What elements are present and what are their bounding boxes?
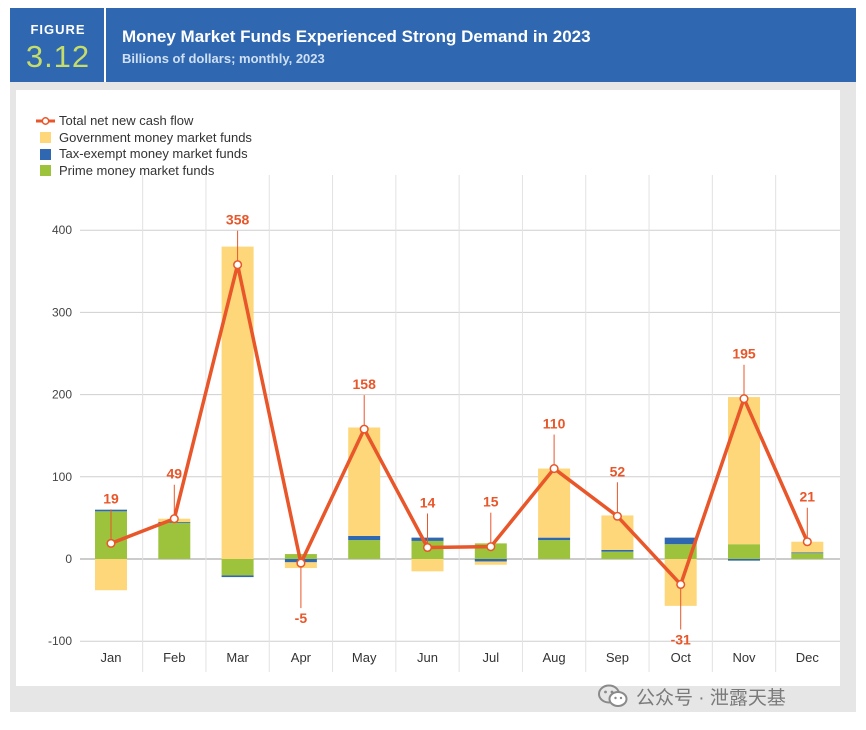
watermark-text: 公众号 · 泄露天基 [636, 687, 786, 709]
legend-swatch-government [40, 132, 51, 144]
x-tick-label: Aug [543, 650, 566, 665]
x-tick-label: Jun [417, 650, 438, 665]
bar-prime [221, 559, 254, 576]
legend-item-prime: Prime money market funds [36, 163, 252, 180]
bar-prime [664, 544, 697, 559]
data-label: 14 [420, 494, 436, 510]
x-tick-label: Sep [606, 650, 629, 665]
data-label: 52 [610, 463, 626, 479]
x-tick-label: Apr [291, 650, 312, 665]
point-total [169, 514, 179, 524]
data-label: 21 [800, 489, 816, 505]
point-total [486, 542, 496, 552]
y-tick-label: -100 [48, 634, 72, 648]
watermark: 公众号 · 泄露天基 [598, 682, 786, 710]
bar-government [411, 559, 444, 572]
x-tick-label: Dec [796, 650, 820, 665]
data-label: 49 [167, 466, 183, 482]
point-total [739, 394, 749, 404]
point-total [233, 260, 243, 270]
chart-area [16, 90, 840, 686]
bar-prime [538, 540, 571, 559]
point-total [422, 542, 433, 553]
bar-government [95, 559, 127, 591]
data-label: 358 [226, 212, 250, 228]
bar-tax-exempt [538, 537, 571, 541]
data-label: 110 [543, 416, 566, 432]
x-tick-label: Nov [732, 650, 756, 665]
legend-label-tax-exempt: Tax-exempt money market funds [59, 146, 248, 161]
data-label: 19 [103, 490, 119, 506]
legend-swatch-prime [40, 165, 51, 177]
data-label: 158 [353, 376, 377, 392]
wechat-icon [598, 684, 628, 707]
point-total [676, 579, 686, 590]
legend-label-prime: Prime money market funds [59, 162, 215, 178]
legend-label-total: Total net new cash flow [59, 113, 194, 128]
y-tick-label: 200 [52, 388, 72, 402]
bar-government [348, 427, 381, 536]
bar-tax-exempt [728, 559, 760, 561]
bar-government [791, 541, 824, 553]
x-tick-label: Jan [101, 650, 122, 665]
y-tick-label: 100 [52, 470, 72, 484]
bar-tax-exempt [348, 535, 381, 541]
data-label: 15 [483, 494, 499, 510]
x-tick-label: Mar [226, 650, 249, 665]
bar-prime [158, 522, 191, 559]
legend-item-total: Total net new cash flow [36, 113, 252, 130]
data-label: -31 [671, 631, 691, 647]
bar-prime [728, 544, 760, 559]
bar-tax-exempt [664, 537, 697, 545]
bar-tax-exempt [221, 575, 254, 578]
bar-prime [601, 551, 634, 559]
legend-swatch-tax-exempt [40, 148, 51, 160]
bar-government [601, 515, 634, 550]
chart-title: Money Market Funds Experienced Strong De… [122, 27, 591, 46]
legend-item-government: Government money market funds [36, 130, 252, 147]
y-tick-label: 400 [52, 223, 72, 237]
figure-label: FIGURE [30, 22, 86, 37]
legend-line-marker-icon [36, 117, 55, 126]
point-total [612, 511, 622, 521]
point-total [106, 538, 116, 548]
figure-badge: FIGURE 3.12 [10, 8, 106, 82]
point-total [802, 537, 812, 547]
x-tick-label: Oct [671, 650, 692, 665]
figure-number: 3.12 [25, 39, 91, 74]
bar-government [474, 561, 507, 565]
y-tick-label: 0 [65, 552, 72, 566]
x-tick-label: May [352, 650, 377, 665]
bar-tax-exempt [791, 552, 824, 554]
data-label: -5 [295, 610, 308, 626]
bar-government [221, 246, 254, 559]
data-label: 195 [732, 346, 756, 362]
point-total [359, 424, 369, 434]
chart-legend: Total net new cash flow Government money… [36, 113, 252, 179]
bar-government [728, 397, 760, 545]
bar-prime [348, 540, 381, 559]
legend-item-tax-exempt: Tax-exempt money market funds [36, 146, 252, 163]
point-total [296, 558, 306, 568]
bar-tax-exempt [474, 559, 507, 562]
x-tick-label: Jul [482, 650, 499, 665]
bar-tax-exempt [601, 549, 634, 552]
figure-header: FIGURE 3.12 Money Market Funds Experienc… [10, 8, 856, 82]
line-total [110, 262, 809, 587]
legend-label-government: Government money market funds [59, 129, 252, 145]
x-tick-label: Feb [163, 650, 185, 665]
point-total [549, 464, 559, 474]
chart-subtitle: Billions of dollars; monthly, 2023 [122, 51, 325, 66]
y-tick-label: 300 [52, 305, 72, 319]
bar-prime [791, 553, 824, 559]
